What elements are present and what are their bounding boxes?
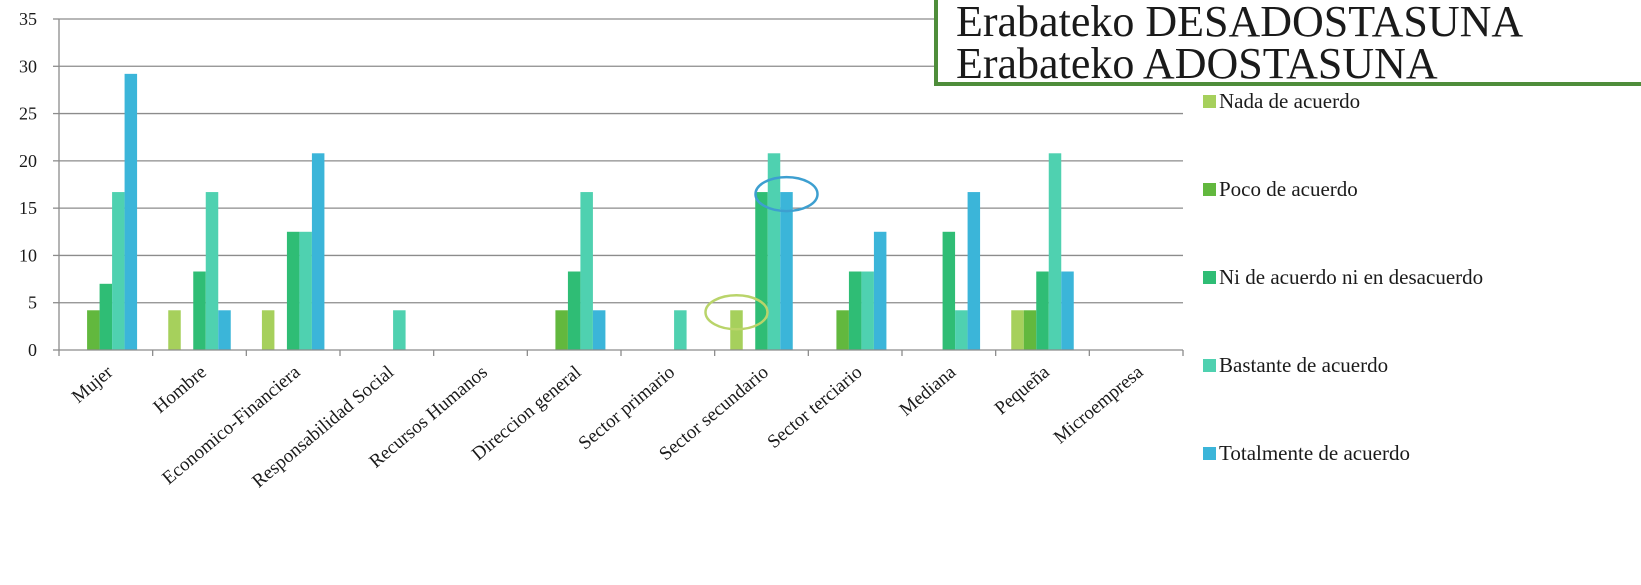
title-line-1: Erabateko DESADOSTASUNA	[956, 0, 1524, 46]
x-category-label: Mediana	[896, 361, 961, 420]
bar	[955, 310, 968, 350]
bar	[848, 271, 862, 350]
bar	[942, 231, 956, 350]
bar	[967, 192, 981, 350]
legend-swatch	[1203, 183, 1216, 196]
x-category-label: Sector terciario	[764, 362, 867, 453]
legend: Nada de acuerdo Poco de acuerdo Ni de acue…	[1203, 89, 1483, 465]
bar	[261, 310, 275, 350]
bar	[124, 73, 138, 350]
bar	[218, 310, 231, 350]
legend-label: Poco de acuerdo	[1219, 177, 1358, 201]
bar	[1048, 153, 1062, 350]
highlight-ellipses	[704, 175, 819, 331]
y-tick-label: 10	[19, 245, 37, 265]
y-tick-label: 0	[28, 340, 37, 360]
bar	[286, 231, 300, 350]
y-tick-label: 5	[28, 293, 37, 313]
bar	[311, 153, 325, 350]
legend-label: Nada de acuerdo	[1219, 89, 1360, 113]
legend-swatch	[1203, 447, 1216, 460]
x-category-label: Pequeña	[991, 361, 1054, 419]
bar	[99, 283, 113, 350]
bar	[767, 153, 781, 350]
bar	[1023, 310, 1037, 350]
bar	[873, 231, 887, 350]
x-category-label: Hombre	[150, 362, 211, 418]
legend-swatch	[1203, 271, 1216, 284]
bar	[87, 310, 100, 350]
bar	[567, 271, 581, 350]
x-category-label: Sector primario	[575, 362, 679, 454]
highlight-ellipse	[704, 294, 769, 331]
legend-swatch	[1203, 95, 1216, 108]
bar	[836, 310, 849, 350]
bar	[592, 310, 606, 350]
gridlines	[59, 18, 1183, 304]
bar	[1061, 271, 1074, 350]
title-line-2: Erabateko ADOSTASUNA	[956, 39, 1438, 88]
x-category-label: Microempresa	[1050, 361, 1148, 448]
bar	[580, 192, 593, 350]
y-tick-label: 15	[19, 198, 37, 218]
y-tick-label: 25	[19, 104, 37, 124]
y-tick-label: 35	[19, 9, 37, 29]
bar	[780, 192, 793, 350]
title-box: Erabateko DESADOSTASUNA Erabateko ADOSTA…	[934, 0, 1641, 86]
legend-label: Totalmente de acuerdo	[1219, 441, 1410, 465]
bar	[205, 192, 219, 350]
bar	[1011, 310, 1024, 350]
bar	[674, 310, 687, 350]
legend-swatch	[1203, 359, 1216, 372]
legend-label: Bastante de acuerdo	[1219, 353, 1388, 377]
bars	[87, 73, 1074, 350]
bar	[168, 310, 181, 350]
bar	[555, 310, 568, 350]
bar	[1036, 271, 1049, 350]
y-tick-labels: 0 5 10 15 20 25 30 35	[19, 9, 37, 360]
highlight-ellipse	[754, 175, 819, 213]
y-tick-label: 30	[19, 56, 37, 76]
bar	[861, 271, 874, 350]
x-category-labels: Mujer HombreEconomico-FinancieraResponsab…	[68, 361, 1148, 492]
bar	[112, 192, 125, 350]
bar	[393, 310, 406, 350]
bar	[755, 192, 768, 350]
bar	[193, 271, 206, 350]
axes	[53, 18, 1184, 356]
bar	[299, 231, 312, 350]
y-tick-label: 20	[19, 151, 37, 171]
legend-label: Ni de acuerdo ni en desacuerdo	[1219, 265, 1483, 289]
x-category-label: Mujer	[68, 361, 118, 407]
